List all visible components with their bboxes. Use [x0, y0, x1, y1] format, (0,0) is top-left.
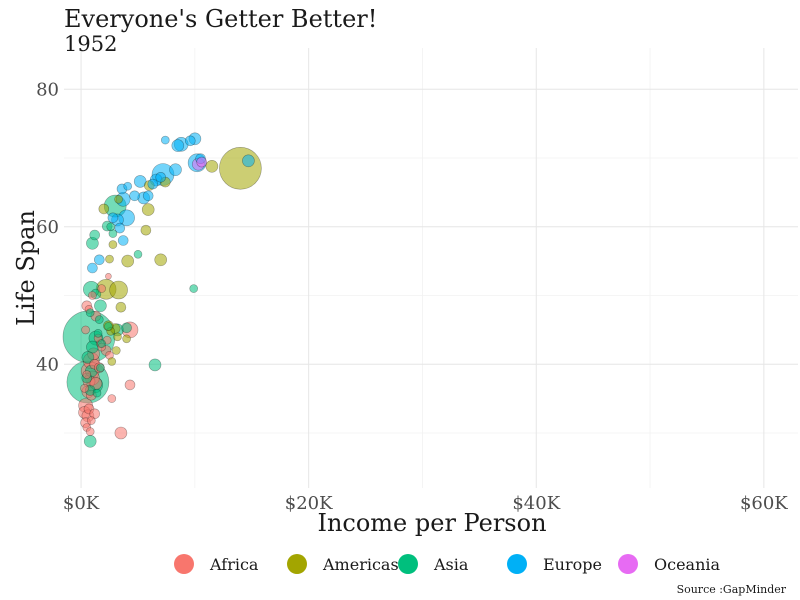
- data-point-americas: [140, 224, 152, 236]
- legend-item-africa: Africa: [174, 549, 258, 579]
- source-caption: Source :GapMinder: [676, 583, 786, 596]
- data-point-americas: [154, 253, 167, 267]
- data-point-asia: [189, 284, 198, 293]
- legend-item-europe: Europe: [507, 549, 602, 579]
- data-point-africa: [88, 291, 97, 300]
- data-point-asia: [96, 363, 105, 373]
- data-point-americas: [122, 334, 131, 344]
- data-point-americas: [219, 147, 262, 190]
- legend-item-americas: Americas: [287, 549, 399, 579]
- data-point-americas: [108, 240, 118, 249]
- data-point-americas: [114, 195, 123, 204]
- data-point-americas: [141, 203, 155, 216]
- data-point-americas: [107, 357, 117, 366]
- data-point-americas: [98, 203, 110, 215]
- data-point-africa: [97, 284, 106, 293]
- legend-item-asia: Asia: [398, 549, 468, 579]
- data-point-asia: [92, 388, 102, 398]
- data-point-africa: [80, 383, 89, 393]
- data-point-europe: [147, 178, 159, 190]
- data-point-africa: [105, 272, 112, 280]
- y-tick-label: 40: [36, 354, 59, 375]
- data-point-africa: [87, 416, 96, 425]
- data-point-europe: [123, 181, 132, 191]
- legend-swatch-asia: [398, 554, 418, 574]
- data-point-europe: [133, 175, 147, 188]
- data-point-americas: [121, 254, 134, 268]
- x-tick-label: $60K: [740, 493, 788, 514]
- data-point-africa: [114, 426, 128, 440]
- legend-label-oceania: Oceania: [654, 554, 721, 574]
- data-point-asia: [97, 339, 106, 348]
- data-point-asia: [121, 322, 132, 334]
- data-point-asia: [133, 250, 143, 259]
- legend-swatch-africa: [174, 554, 194, 574]
- legend-label-americas: Americas: [323, 554, 399, 574]
- data-point-europe: [87, 262, 98, 274]
- x-tick-label: $0K: [63, 493, 100, 514]
- x-tick-label: $40K: [512, 493, 560, 514]
- data-point-asia: [148, 358, 162, 372]
- data-point-europe: [94, 254, 105, 266]
- data-point-africa: [81, 325, 90, 335]
- data-point-europe: [117, 235, 129, 246]
- data-point-europe: [142, 190, 154, 202]
- y-tick-label: 80: [36, 79, 59, 100]
- data-point-africa: [124, 379, 136, 391]
- data-point-americas: [115, 301, 127, 313]
- x-tick-label: $20K: [285, 493, 333, 514]
- legend-swatch-europe: [507, 554, 527, 574]
- legend-swatch-oceania: [618, 554, 638, 574]
- data-point-europe: [129, 190, 140, 202]
- y-axis-label: Life Span: [12, 210, 40, 326]
- data-point-americas: [105, 254, 114, 264]
- data-point-europe: [161, 135, 170, 145]
- data-point-asia: [106, 222, 115, 232]
- data-point-asia: [83, 434, 97, 448]
- data-point-europe: [242, 154, 255, 168]
- data-point-americas: [113, 332, 122, 342]
- data-point-africa: [85, 427, 95, 436]
- x-axis-label: Income per Person: [317, 509, 547, 537]
- data-point-europe: [107, 212, 119, 224]
- chart-subtitle: 1952: [64, 32, 118, 56]
- data-point-europe: [155, 172, 166, 183]
- data-point-oceania: [196, 156, 207, 168]
- data-point-europe: [185, 135, 196, 147]
- legend-label-asia: Asia: [434, 554, 469, 574]
- y-tick-label: 60: [36, 217, 59, 238]
- data-point-americas: [109, 280, 128, 300]
- data-point-europe: [114, 222, 126, 234]
- data-point-europe: [171, 139, 185, 152]
- data-point-africa: [107, 394, 117, 403]
- legend-label-europe: Europe: [543, 554, 602, 574]
- data-point-europe: [169, 163, 182, 176]
- data-point-americas: [112, 346, 121, 355]
- data-point-americas: [205, 160, 219, 173]
- tick-labels: $0K $20K $40K $60K 40 60 80: [36, 79, 788, 514]
- chart-title: Everyone's Getter Better!: [64, 5, 378, 33]
- data-point-asia: [95, 315, 104, 324]
- legend: Africa Americas Asia Europe Oceania: [0, 549, 800, 579]
- data-point-asia: [93, 328, 103, 338]
- legend-label-africa: Africa: [210, 554, 259, 574]
- data-point-asia: [81, 351, 95, 364]
- legend-item-oceania: Oceania: [618, 549, 720, 579]
- data-point-africa: [82, 370, 92, 379]
- gridlines: [64, 48, 798, 488]
- data-point-asia: [104, 322, 113, 331]
- data-point-asia: [85, 308, 95, 318]
- data-points: [62, 132, 262, 448]
- data-point-asia: [89, 229, 100, 241]
- legend-swatch-americas: [287, 554, 307, 574]
- data-point-asia: [94, 299, 107, 313]
